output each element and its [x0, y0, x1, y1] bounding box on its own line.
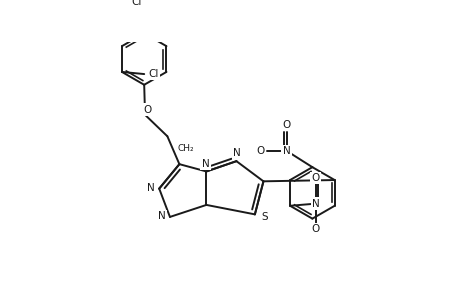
Text: O: O [311, 173, 319, 183]
Text: O: O [143, 105, 151, 115]
Text: Cl: Cl [148, 69, 158, 79]
Text: N: N [311, 199, 319, 208]
Text: N: N [233, 148, 241, 158]
Text: N: N [201, 159, 209, 169]
Text: O: O [311, 224, 319, 234]
Text: Cl: Cl [131, 0, 142, 7]
Text: O: O [282, 120, 290, 130]
Text: O: O [256, 146, 264, 156]
Text: CH₂: CH₂ [177, 144, 193, 153]
Text: N: N [282, 146, 290, 156]
Text: N: N [146, 183, 154, 193]
Text: N: N [158, 211, 166, 221]
Text: S: S [260, 212, 267, 221]
